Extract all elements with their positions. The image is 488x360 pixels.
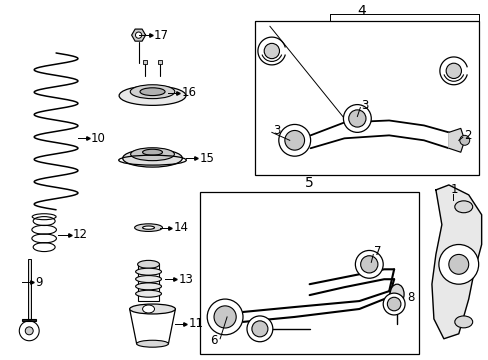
Circle shape bbox=[214, 306, 236, 328]
Ellipse shape bbox=[135, 283, 161, 290]
Text: 10: 10 bbox=[91, 132, 105, 145]
Text: 6: 6 bbox=[210, 334, 217, 347]
Ellipse shape bbox=[135, 275, 161, 283]
Text: 9: 9 bbox=[35, 276, 42, 289]
Ellipse shape bbox=[135, 268, 161, 275]
Circle shape bbox=[355, 251, 383, 278]
Text: 3: 3 bbox=[272, 124, 280, 137]
Text: 17: 17 bbox=[153, 29, 168, 42]
Text: 5: 5 bbox=[305, 176, 313, 190]
Circle shape bbox=[246, 316, 272, 342]
Ellipse shape bbox=[119, 86, 185, 105]
Polygon shape bbox=[129, 309, 175, 344]
Ellipse shape bbox=[122, 149, 182, 167]
Circle shape bbox=[360, 256, 377, 273]
Bar bbox=[158, 60, 162, 64]
Text: 15: 15 bbox=[199, 152, 214, 165]
Text: 3: 3 bbox=[361, 99, 368, 112]
Circle shape bbox=[459, 135, 469, 145]
Ellipse shape bbox=[130, 85, 174, 99]
Text: 2: 2 bbox=[463, 129, 470, 142]
Bar bbox=[254, 21, 478, 175]
Text: 12: 12 bbox=[73, 228, 88, 241]
Bar bbox=[22, 319, 36, 321]
Bar bbox=[137, 264, 159, 301]
Text: 7: 7 bbox=[373, 245, 381, 258]
Ellipse shape bbox=[135, 290, 161, 297]
Circle shape bbox=[348, 110, 365, 127]
Circle shape bbox=[251, 321, 267, 337]
Circle shape bbox=[25, 327, 33, 335]
Text: 16: 16 bbox=[181, 86, 196, 99]
Bar bbox=[28, 260, 31, 319]
Circle shape bbox=[383, 293, 404, 315]
Polygon shape bbox=[431, 185, 481, 339]
Ellipse shape bbox=[389, 284, 403, 304]
Circle shape bbox=[445, 63, 461, 78]
Ellipse shape bbox=[454, 316, 472, 328]
Text: 4: 4 bbox=[356, 4, 365, 18]
Circle shape bbox=[386, 297, 400, 311]
Ellipse shape bbox=[454, 201, 472, 213]
Ellipse shape bbox=[140, 88, 165, 95]
Circle shape bbox=[278, 125, 310, 156]
Ellipse shape bbox=[136, 340, 168, 347]
Text: 8: 8 bbox=[406, 291, 414, 303]
Bar bbox=[142, 60, 146, 64]
Circle shape bbox=[285, 130, 304, 150]
Text: 13: 13 bbox=[178, 273, 193, 286]
Circle shape bbox=[264, 43, 279, 59]
Ellipse shape bbox=[142, 226, 154, 229]
Ellipse shape bbox=[130, 148, 174, 161]
Polygon shape bbox=[131, 29, 145, 41]
Polygon shape bbox=[448, 129, 464, 152]
Ellipse shape bbox=[129, 304, 175, 314]
Text: 11: 11 bbox=[188, 318, 203, 330]
Ellipse shape bbox=[137, 260, 159, 268]
Circle shape bbox=[207, 299, 243, 335]
Ellipse shape bbox=[142, 305, 154, 313]
Ellipse shape bbox=[134, 224, 162, 231]
Ellipse shape bbox=[142, 149, 162, 155]
Circle shape bbox=[438, 244, 478, 284]
Circle shape bbox=[135, 32, 142, 38]
Bar bbox=[200, 192, 418, 354]
Circle shape bbox=[343, 105, 370, 132]
Circle shape bbox=[448, 255, 468, 274]
Text: 14: 14 bbox=[173, 221, 188, 234]
Text: 1: 1 bbox=[450, 184, 457, 197]
